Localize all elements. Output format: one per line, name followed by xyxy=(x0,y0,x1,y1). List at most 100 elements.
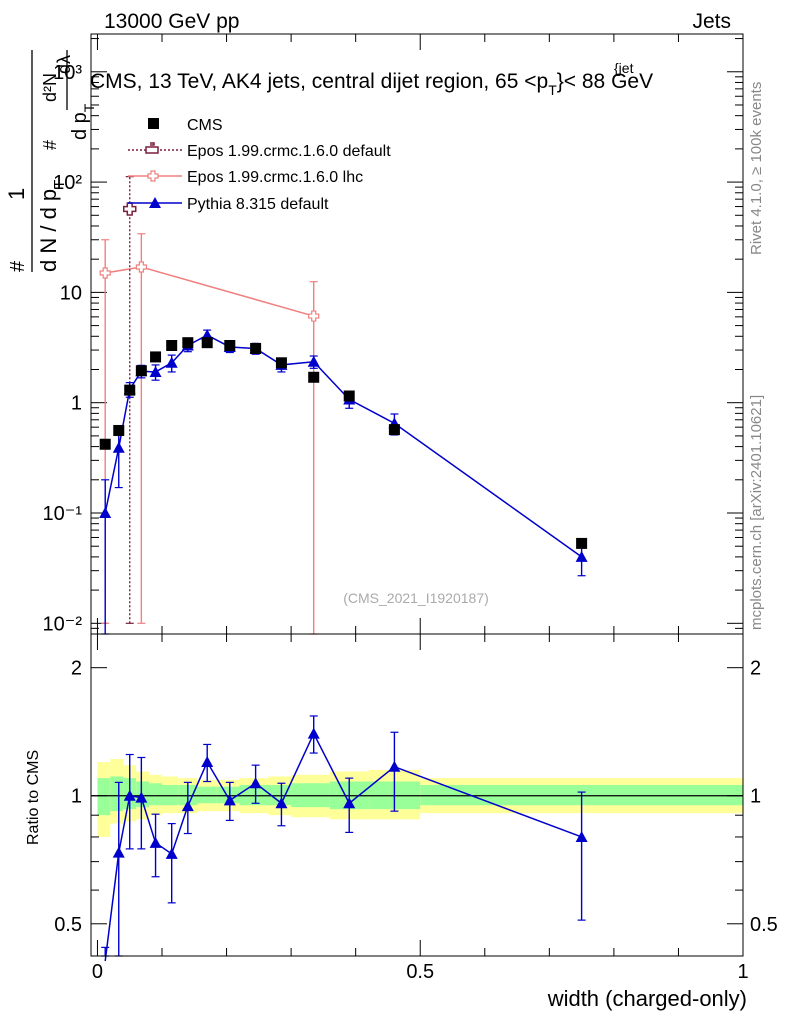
epos-default-point xyxy=(122,202,137,216)
main-ylabel-hash1: # xyxy=(7,260,29,272)
ratio-ytick-label-left: 2 xyxy=(71,658,82,680)
main-series-layer xyxy=(99,176,588,635)
ratio-point xyxy=(575,830,588,842)
main-ylabel-denom-text: d N / d p xyxy=(36,189,61,272)
cms-point xyxy=(124,384,136,396)
ratio-band-inner xyxy=(97,778,111,816)
ratio-xtick-label: 0.5 xyxy=(406,961,434,983)
cms-point xyxy=(135,365,147,377)
ratio-ytick-label-left: 0.5 xyxy=(54,914,82,936)
main-title-tail: }< 88 GeV xyxy=(557,70,653,93)
ratio-plot-frame xyxy=(90,633,744,957)
main-ylabel-dpt-sub: T xyxy=(81,103,97,112)
cms-point xyxy=(275,357,287,369)
side-mcplots-label: mcplots.cern.ch [arXiv:2401.10621] xyxy=(748,395,765,630)
ratio-series-layer xyxy=(101,715,588,962)
main-ylabel-dlambda: dλ xyxy=(54,55,74,74)
pythia-line xyxy=(104,334,583,558)
ratio-xlabel: width (charged-only) xyxy=(547,986,747,1011)
legend-epos-default-marker xyxy=(145,142,159,154)
cms-point xyxy=(576,537,588,549)
main-ylabel-dpt: d pT xyxy=(69,103,97,140)
main-title-sub: T xyxy=(548,82,557,98)
main-ylabel-hash2: # xyxy=(40,140,60,150)
cms-point xyxy=(201,337,213,349)
main-title-head: CMS, 13 TeV, AK4 jets, central dijet reg… xyxy=(90,70,548,93)
cms-point xyxy=(113,424,125,436)
ratio-point xyxy=(165,847,178,859)
main-ytick-label: 1 xyxy=(71,393,82,415)
pythia-point xyxy=(149,365,162,377)
main-ytick-label: 10⁻¹ xyxy=(43,503,83,525)
ratio-point xyxy=(307,727,320,739)
ratio-xtick-label: 0 xyxy=(92,961,103,983)
legend-entry-epos-default: Epos 1.99.crmc.1.6.0 default xyxy=(128,142,391,160)
epos-lhc-point xyxy=(308,310,320,322)
ratio-point xyxy=(275,797,288,809)
main-ylabel-denom-sub: T xyxy=(51,180,68,189)
legend-entry-pythia: Pythia 8.315 default xyxy=(128,196,329,213)
main-ylabel-dpt-text: d p xyxy=(69,112,91,140)
main-ytick-label: 10² xyxy=(53,172,82,194)
ratio-point xyxy=(135,791,148,803)
cms-point xyxy=(224,339,236,351)
cms-point xyxy=(308,371,320,383)
legend-entry-cms: CMS xyxy=(148,117,223,134)
ratio-point xyxy=(149,836,162,848)
legend-pythia-marker xyxy=(149,197,161,208)
cms-point xyxy=(99,438,111,450)
main-title: CMS, 13 TeV, AK4 jets, central dijet reg… xyxy=(90,60,653,98)
ratio-line xyxy=(104,731,582,962)
main-title-text: CMS, 13 TeV, AK4 jets, central dijet reg… xyxy=(90,70,653,98)
ratio-panel: 0.5 0.5 1 1 2 2 0 0.5 1 Ratio to CMS width (char… xyxy=(25,633,778,1011)
legend-pythia-label: Pythia 8.315 default xyxy=(187,196,329,213)
epos-lhc-line xyxy=(105,266,314,317)
epos-lhc-point xyxy=(99,267,111,279)
epos-lhc-point xyxy=(135,261,147,273)
main-ylabel-numer: d²N xyxy=(40,73,60,102)
ratio-band-inner xyxy=(110,776,124,812)
main-title-sup: {jet xyxy=(614,60,634,76)
main-panel: (CMS_2021_I1920187) 10⁻² 10⁻¹ 1 10 10² 10³ CM… xyxy=(4,33,744,635)
ratio-point xyxy=(343,797,356,809)
ratio-ytick-label-right: 2 xyxy=(750,658,761,680)
legend-cms-label: CMS xyxy=(187,117,223,134)
ratio-axis-ticks: 0.5 0.5 1 1 2 2 0 0.5 1 xyxy=(54,634,778,983)
cms-point xyxy=(166,339,178,351)
cms-point xyxy=(388,424,400,436)
main-ytick-label: 10³ xyxy=(53,62,82,84)
legend-cms-marker xyxy=(148,118,159,129)
pythia-point xyxy=(307,355,320,367)
ratio-bands-layer xyxy=(97,758,743,837)
main-ytick-label: 10⁻² xyxy=(43,613,83,635)
side-rivet-label: Rivet 4.1.0, ≥ 100k events xyxy=(748,82,765,255)
main-ylabel: 1 # d N / d pT d²N # d pT dλ xyxy=(4,50,97,272)
pythia-point xyxy=(112,441,125,453)
main-watermark: (CMS_2021_I1920187) xyxy=(343,590,489,606)
cms-point xyxy=(343,390,355,402)
header-energy-label: 13000 GeV pp xyxy=(104,10,239,33)
ratio-point xyxy=(123,789,136,801)
main-ylabel-one: 1 xyxy=(4,188,29,200)
ratio-point xyxy=(223,794,236,806)
ratio-band-inner xyxy=(162,784,179,806)
legend-entry-epos-lhc: Epos 1.99.crmc.1.6.0 lhc xyxy=(128,169,363,186)
header-category-label: Jets xyxy=(692,10,731,33)
legend-epos-default-label: Epos 1.99.crmc.1.6.0 default xyxy=(187,143,391,160)
ratio-band-inner xyxy=(197,786,217,804)
ratio-band-inner xyxy=(216,786,240,804)
cms-point xyxy=(182,337,194,349)
main-ylabel-denom: d N / d pT xyxy=(36,180,68,272)
ratio-point xyxy=(388,760,401,772)
ratio-band-inner xyxy=(268,784,292,806)
pythia-point xyxy=(99,507,112,519)
ratio-point xyxy=(181,800,194,812)
ratio-point xyxy=(201,756,214,768)
ratio-ytick-label-right: 0.5 xyxy=(750,914,778,936)
cms-point xyxy=(250,342,262,354)
cms-point xyxy=(150,351,162,363)
ratio-xtick-label: 1 xyxy=(737,961,748,983)
ratio-ylabel: Ratio to CMS xyxy=(25,750,42,845)
main-ytick-label: 10 xyxy=(60,282,82,304)
